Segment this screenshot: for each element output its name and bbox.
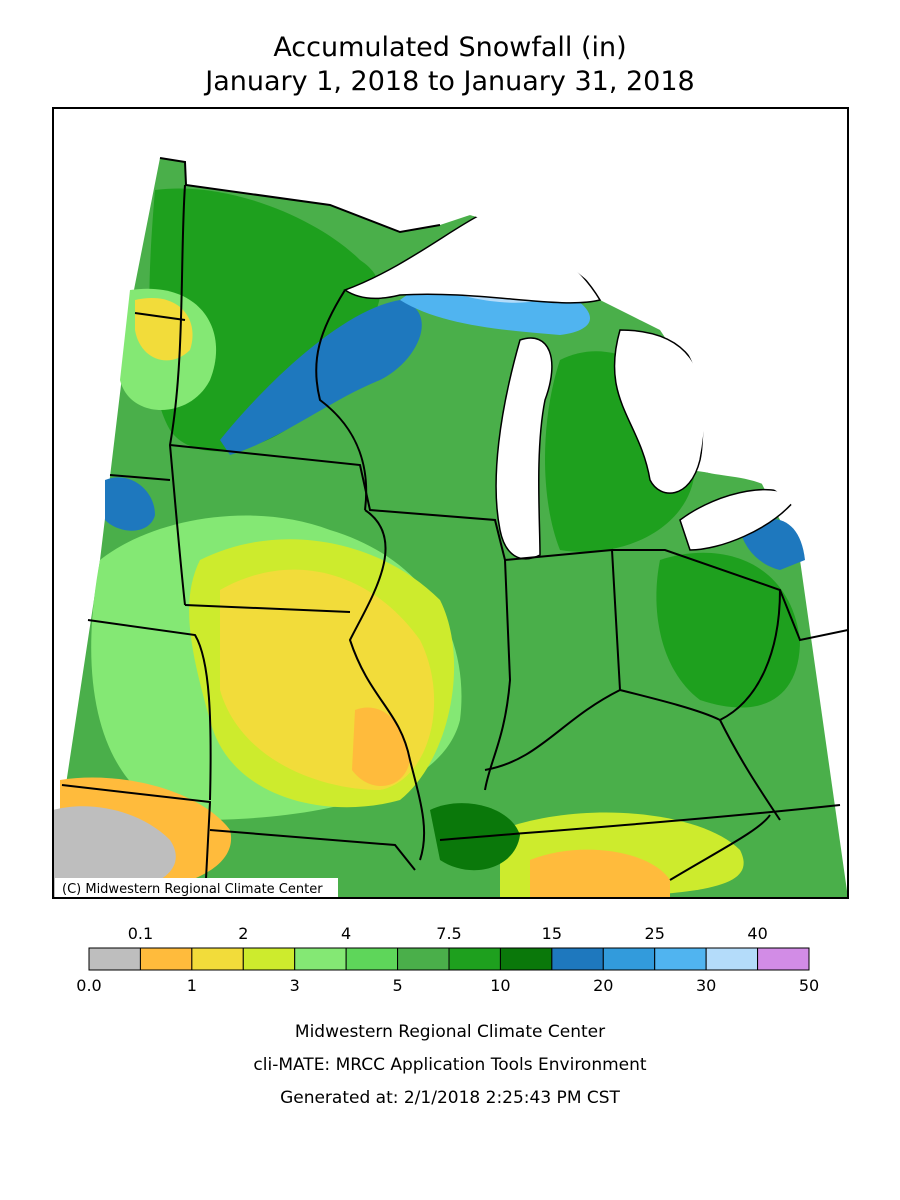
map: (C) Midwestern Regional Climate Center <box>52 107 849 899</box>
legend-label: 3 <box>290 976 300 995</box>
legend-label: 0.0 <box>76 976 101 995</box>
legend-swatch <box>88 947 141 971</box>
map-frame <box>52 107 849 899</box>
legend-swatch <box>294 947 347 971</box>
legend-swatch <box>397 947 450 971</box>
legend-swatch <box>602 947 656 971</box>
credit-box <box>55 878 338 897</box>
legend-swatch <box>551 947 604 971</box>
legend-label: 40 <box>747 924 767 943</box>
legend: 0.1 2 4 7.5 15 25 40 0.0 1 3 5 10 20 30 50 <box>76 924 819 995</box>
legend-label: 15 <box>542 924 562 943</box>
legend-label: 4 <box>341 924 351 943</box>
legend-label: 50 <box>799 976 819 995</box>
snow-area <box>352 707 410 787</box>
legend-swatch <box>705 947 759 971</box>
lake <box>495 337 553 560</box>
canada <box>185 108 848 560</box>
legend-swatch <box>139 947 193 971</box>
lake <box>613 329 706 494</box>
title-line: Accumulated Snowfall (in) <box>273 32 626 63</box>
credit: (C) Midwestern Regional Climate Center <box>62 882 323 897</box>
legend-swatch <box>345 947 399 971</box>
legend-swatch <box>242 947 296 971</box>
legend-label: 10 <box>490 976 510 995</box>
snow-area <box>53 806 176 898</box>
snow-area <box>105 477 155 531</box>
legend-swatch <box>448 947 501 971</box>
legend-label: 0.1 <box>128 924 153 943</box>
footer-line: cli-MATE: MRCC Application Tools Environ… <box>253 1055 646 1075</box>
legend-swatch <box>654 947 707 971</box>
snow-area <box>135 298 193 361</box>
legend-swatch <box>757 947 810 971</box>
legend-label: 2 <box>238 924 248 943</box>
title-line: January 1, 2018 to January 31, 2018 <box>203 66 694 97</box>
legend-label: 5 <box>392 976 402 995</box>
snow-area <box>149 188 381 452</box>
legend-label: 20 <box>593 976 613 995</box>
footer-line: Generated at: 2/1/2018 2:25:43 PM CST <box>280 1088 620 1108</box>
legend-swatch <box>499 947 553 971</box>
snow-area <box>656 552 800 708</box>
snow-area <box>530 849 670 898</box>
legend-swatch <box>191 947 244 971</box>
legend-label: 25 <box>645 924 665 943</box>
footer-line: Midwestern Regional Climate Center <box>295 1022 605 1042</box>
state-lines <box>61 157 848 898</box>
legend-label: 1 <box>187 976 197 995</box>
lake <box>343 214 602 304</box>
snow-area <box>220 300 422 455</box>
snow-area <box>740 518 805 570</box>
legend-label: 30 <box>696 976 716 995</box>
legend-label: 7.5 <box>436 924 461 943</box>
